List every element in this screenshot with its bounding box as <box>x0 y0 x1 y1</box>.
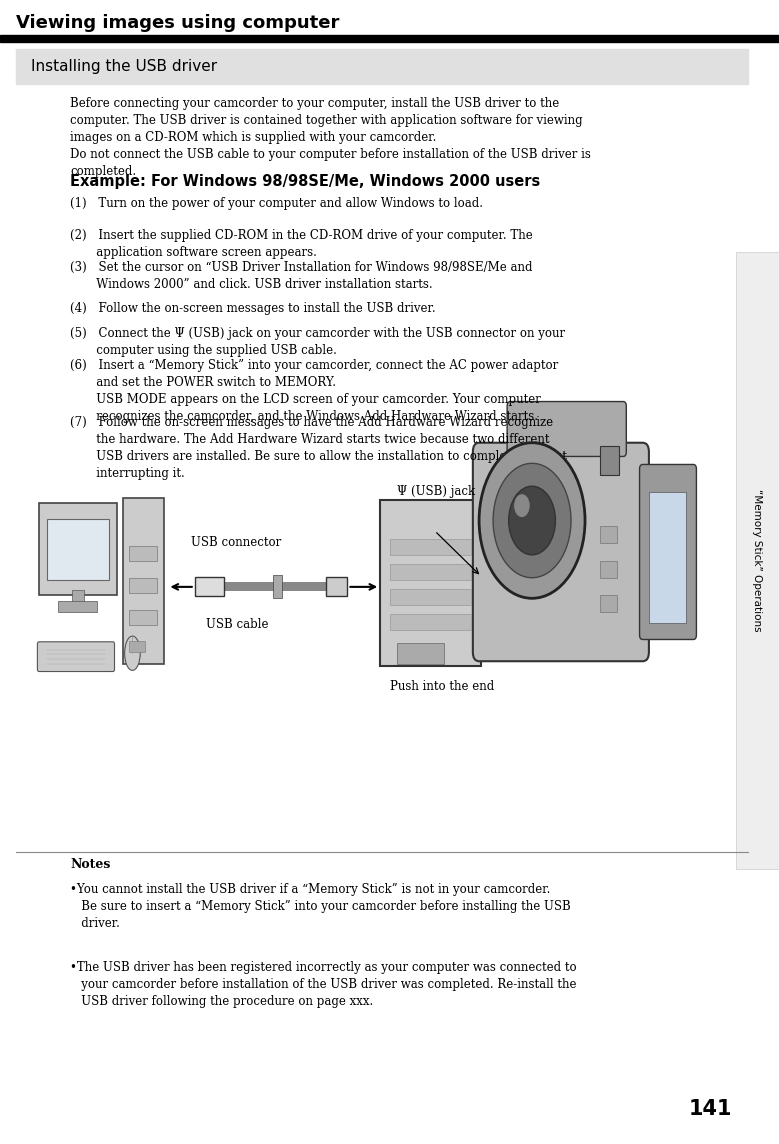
Text: (6) Insert a “Memory Stick” into your camcorder, connect the AC power adaptor
  : (6) Insert a “Memory Stick” into your ca… <box>70 359 559 423</box>
Text: Ψ (USB) jack: Ψ (USB) jack <box>397 485 475 498</box>
Circle shape <box>493 463 571 578</box>
Bar <box>649 492 686 623</box>
Text: USB cable: USB cable <box>206 618 269 630</box>
Text: (2) Insert the supplied CD-ROM in the CD-ROM drive of your computer. The
       : (2) Insert the supplied CD-ROM in the CD… <box>70 229 533 259</box>
Text: Push into the end: Push into the end <box>390 680 494 692</box>
Bar <box>380 500 481 666</box>
Text: Before connecting your camcorder to your computer, install the USB driver to the: Before connecting your camcorder to your… <box>70 97 591 178</box>
Bar <box>195 577 224 596</box>
Bar <box>390 539 471 555</box>
Bar <box>39 503 117 595</box>
Text: 141: 141 <box>689 1099 732 1119</box>
Text: •You cannot install the USB driver if a “Memory Stick” is not in your camcorder.: •You cannot install the USB driver if a … <box>70 883 571 930</box>
Text: USB connector: USB connector <box>191 537 281 549</box>
Text: Example: For Windows 98/98SE/Me, Windows 2000 users: Example: For Windows 98/98SE/Me, Windows… <box>70 174 541 189</box>
Text: (1) Turn on the power of your computer and allow Windows to load.: (1) Turn on the power of your computer a… <box>70 197 483 209</box>
Bar <box>326 577 347 596</box>
Bar <box>47 519 109 580</box>
Text: (3) Set the cursor on “USB Driver Installation for Windows 98/98SE/Me and
      : (3) Set the cursor on “USB Driver Instal… <box>70 261 533 291</box>
FancyBboxPatch shape <box>37 642 115 672</box>
Bar <box>72 590 84 604</box>
Circle shape <box>509 486 555 555</box>
Text: (4) Follow the on-screen messages to install the USB driver.: (4) Follow the on-screen messages to ins… <box>70 302 435 315</box>
Text: •The USB driver has been registered incorrectly as your computer was connected t: •The USB driver has been registered inco… <box>70 961 576 1008</box>
Bar <box>397 643 444 664</box>
Text: Installing the USB driver: Installing the USB driver <box>31 58 217 74</box>
FancyBboxPatch shape <box>507 402 626 456</box>
Bar <box>129 578 157 593</box>
Circle shape <box>514 494 530 517</box>
Text: ★: ★ <box>206 582 213 589</box>
Circle shape <box>479 443 585 598</box>
Text: Viewing images using computer: Viewing images using computer <box>16 14 339 32</box>
FancyBboxPatch shape <box>473 443 649 661</box>
Text: (7) Follow the on-screen messages to have the Add Hardware Wizard recognize
    : (7) Follow the on-screen messages to hav… <box>70 416 567 480</box>
Bar <box>129 546 157 561</box>
FancyBboxPatch shape <box>640 464 696 639</box>
Bar <box>273 575 282 598</box>
Bar <box>600 595 617 612</box>
Bar <box>129 610 157 625</box>
Text: (5) Connect the Ψ (USB) jack on your camcorder with the USB connector on your
  : (5) Connect the Ψ (USB) jack on your cam… <box>70 327 566 357</box>
Bar <box>0 35 779 42</box>
Bar <box>129 641 145 652</box>
Bar <box>736 252 779 869</box>
Ellipse shape <box>125 636 140 670</box>
Bar <box>600 526 617 543</box>
Bar <box>123 498 164 664</box>
Bar <box>58 601 97 612</box>
Text: Notes: Notes <box>70 858 111 871</box>
Bar <box>390 614 471 630</box>
Bar <box>390 589 471 605</box>
Text: “Memory Stick” Operations: “Memory Stick” Operations <box>753 490 762 631</box>
Bar <box>224 582 326 591</box>
Bar <box>16 49 748 84</box>
Bar <box>600 561 617 578</box>
Bar <box>600 446 619 475</box>
Bar <box>390 564 471 580</box>
